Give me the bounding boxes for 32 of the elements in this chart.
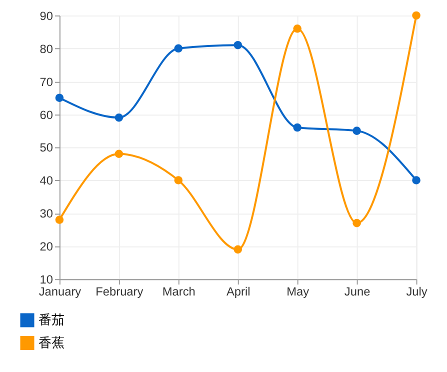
point <box>412 176 420 184</box>
x-tick-label: March <box>162 284 196 298</box>
point <box>55 94 64 102</box>
point <box>174 44 183 53</box>
point <box>114 113 124 122</box>
legend-label: 番茄 <box>38 312 65 328</box>
y-tick-label: 80 <box>40 42 54 56</box>
y-tick-label: 20 <box>40 240 54 254</box>
y-tick-label: 50 <box>40 140 54 155</box>
y-tick-label: 40 <box>40 174 54 188</box>
y-tick-label: 70 <box>40 74 54 89</box>
point <box>293 24 302 33</box>
y-tick-label: 10 <box>40 272 54 287</box>
point <box>234 245 242 254</box>
point <box>293 123 302 132</box>
x-tick-label: February <box>96 284 144 298</box>
point <box>352 218 361 228</box>
x-tick-label: January <box>38 284 82 298</box>
x-tick-label: July <box>406 284 428 298</box>
x-tick-label: April <box>226 284 250 298</box>
point <box>114 150 124 158</box>
x-tick-label: May <box>286 284 310 298</box>
point <box>234 40 242 50</box>
x-tick-label: June <box>344 284 371 298</box>
point <box>412 11 420 20</box>
y-tick-label: 60 <box>40 108 54 122</box>
point <box>55 216 64 224</box>
point <box>174 176 183 184</box>
legend-label: 香蕉 <box>38 334 65 350</box>
y-tick-label: 90 <box>40 8 54 23</box>
y-tick-label: 30 <box>40 206 54 221</box>
point <box>352 126 361 135</box>
